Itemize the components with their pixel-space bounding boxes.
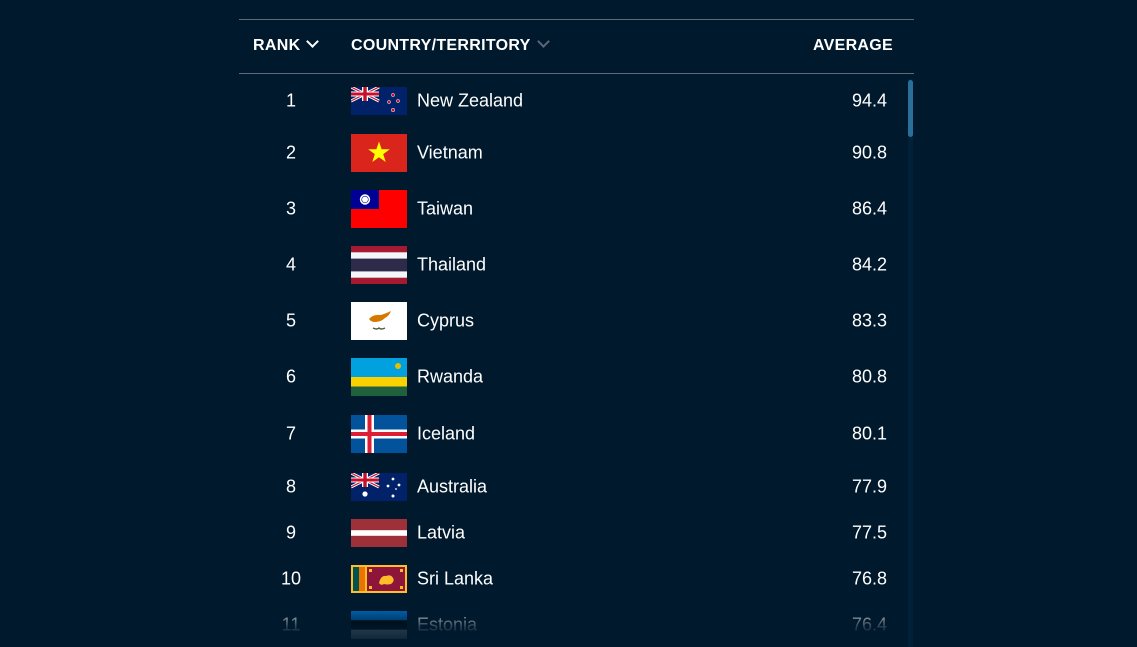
table-row: 2 Vietnam 90.8 [239, 131, 899, 175]
rank-cell: 11 [281, 614, 301, 635]
estonia-flag-icon [351, 611, 407, 639]
average-value: 83.3 [851, 310, 887, 331]
table-row: 5 Cyprus 83.3 [239, 299, 899, 343]
average-value: 77.5 [851, 522, 887, 543]
country-column-header[interactable]: COUNTRY/TERRITORY [351, 35, 550, 55]
scrollbar-thumb[interactable] [908, 80, 913, 137]
taiwan-flag-icon [351, 190, 407, 228]
average-value: 94.4 [851, 90, 887, 111]
australia-flag-icon [351, 473, 407, 501]
table-header: RANK COUNTRY/TERRITORY AVERAGE [239, 20, 914, 74]
rank-cell: 7 [285, 423, 296, 444]
country-name[interactable]: Sri Lanka [417, 568, 494, 589]
country-name[interactable]: New Zealand [417, 90, 524, 111]
average-value: 80.8 [851, 366, 887, 387]
scrollbar-track[interactable] [908, 79, 913, 647]
rank-cell: 8 [285, 476, 296, 497]
top-divider [239, 19, 914, 20]
chevron-down-icon [306, 35, 320, 48]
table-row: 7 Iceland 80.1 [239, 412, 899, 456]
rank-cell: 6 [285, 366, 296, 387]
rank-column-header[interactable]: RANK [253, 35, 320, 55]
table-row: 11 Estonia 76.4 [239, 603, 899, 647]
average-value: 86.4 [851, 198, 887, 219]
table-row: 1 [239, 79, 899, 123]
average-value: 80.1 [851, 423, 887, 444]
rank-cell: 9 [285, 522, 296, 543]
rank-cell: 1 [285, 90, 296, 111]
country-name[interactable]: Thailand [417, 254, 487, 275]
latvia-flag-icon [351, 519, 407, 547]
rank-cell: 10 [280, 568, 302, 589]
iceland-flag-icon [351, 415, 407, 453]
thailand-flag-icon [351, 246, 407, 284]
country-name[interactable]: Taiwan [417, 198, 474, 219]
rank-header-label: RANK [253, 37, 301, 54]
country-name[interactable]: Australia [417, 476, 488, 497]
rank-cell: 2 [285, 142, 296, 163]
country-name[interactable]: Estonia [417, 614, 478, 635]
average-value: 84.2 [851, 254, 887, 275]
table-body[interactable]: 1 [239, 74, 914, 647]
rwanda-flag-icon [351, 358, 407, 396]
country-name[interactable]: Cyprus [417, 310, 475, 331]
rank-cell: 4 [285, 254, 296, 275]
chevron-down-icon [536, 35, 550, 48]
table-row: 8 [239, 465, 899, 509]
country-name[interactable]: Rwanda [417, 366, 484, 387]
vietnam-flag-icon [351, 134, 407, 172]
country-name[interactable]: Iceland [417, 423, 476, 444]
average-column-header: AVERAGE [813, 37, 893, 55]
table-row: 6 Rwanda 80.8 [239, 355, 899, 399]
country-name[interactable]: Latvia [417, 522, 466, 543]
rank-cell: 5 [285, 310, 296, 331]
rank-cell: 3 [285, 198, 296, 219]
average-value: 76.8 [851, 568, 887, 589]
table-row: 3 Taiwan 86.4 [239, 187, 899, 231]
average-value: 77.9 [851, 476, 887, 497]
country-header-label: COUNTRY/TERRITORY [351, 37, 531, 54]
sri-lanka-flag-icon [351, 565, 407, 593]
average-value: 76.4 [851, 614, 887, 635]
table-row: 10 Sri Lanka 76.8 [239, 557, 899, 601]
cyprus-flag-icon [351, 302, 407, 340]
new-zealand-flag-icon [351, 87, 407, 115]
average-value: 90.8 [851, 142, 887, 163]
table-row: 9 Latvia 77.5 [239, 511, 899, 555]
country-name[interactable]: Vietnam [417, 142, 483, 163]
table-row: 4 Thailand 84.2 [239, 243, 899, 287]
average-header-label: AVERAGE [812, 37, 893, 54]
ranking-table: RANK COUNTRY/TERRITORY AVERAGE 1 [239, 19, 914, 647]
